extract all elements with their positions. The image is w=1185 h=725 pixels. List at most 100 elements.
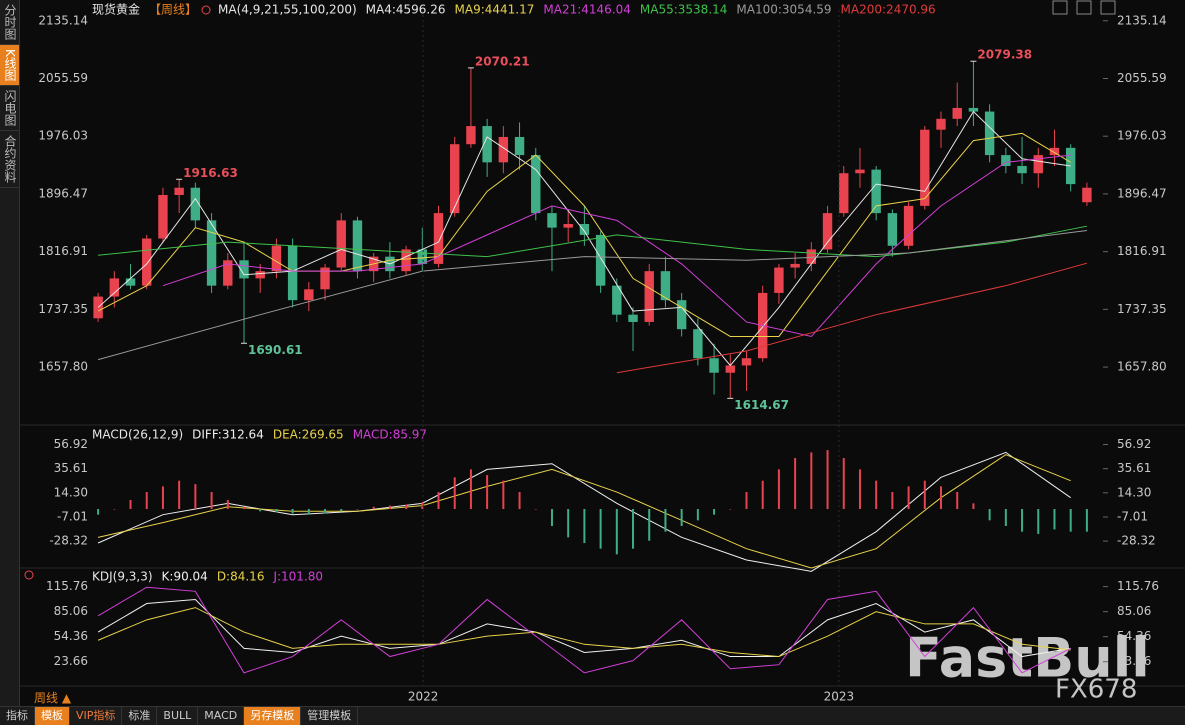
sidebar: 分时图 K线图 闪电图 合约资料 (0, 0, 20, 706)
macd-bar (307, 509, 310, 515)
macd-bar (453, 477, 456, 510)
y-tick-label: 2135.14 (38, 13, 88, 27)
legend-entry: MA55:3538.14 (640, 3, 728, 17)
extreme-label: 2070.21 (475, 54, 530, 68)
sidebar-tab[interactable]: 分时图 (0, 0, 19, 45)
macd-bar (372, 506, 375, 510)
toolbar: 指标 模板 VIP指标 标准 BULL MACD 另存模板 管理模板 (0, 706, 1185, 725)
candle-body (142, 238, 152, 286)
macd-bar (907, 486, 910, 510)
macd-bar (680, 509, 683, 527)
candle-body (887, 213, 898, 246)
window-button[interactable] (1052, 0, 1068, 15)
candle-body (223, 260, 233, 286)
toggle-icon (201, 5, 211, 15)
macd-bar (923, 480, 926, 510)
indicator-line (616, 262, 1088, 374)
y-tick-label: 85.06 (1117, 604, 1151, 618)
legend-entry: MACD:85.97 (353, 428, 427, 442)
candle-body (433, 213, 444, 264)
macd-bar (875, 480, 878, 510)
macd-bar (291, 509, 294, 514)
macd-bar (161, 486, 164, 510)
sidebar-tab[interactable]: 合约资料 (0, 131, 19, 188)
toolbar-tab[interactable]: BULL (157, 707, 199, 725)
macd-bar (842, 458, 845, 510)
macd-bar (388, 505, 391, 510)
sidebar-tab[interactable]: K线图 (0, 45, 19, 86)
legend-entry: D:84.16 (217, 570, 265, 584)
candle-body (287, 245, 298, 301)
candle-body (190, 187, 201, 221)
toolbar-tab[interactable]: MACD (198, 707, 245, 725)
y-tick-label: 1737.35 (1117, 302, 1167, 316)
toolbar-tab[interactable]: 标准 (122, 707, 158, 725)
y-tick-label: 1976.03 (1117, 129, 1167, 143)
candle-body (1033, 155, 1043, 174)
y-tick-label: 54.36 (54, 629, 88, 643)
candle-body (271, 245, 282, 272)
y-tick-label: 1737.35 (38, 302, 88, 316)
candle-body (903, 205, 914, 246)
macd-bar (97, 509, 100, 515)
macd-bar (340, 509, 343, 512)
candle-body (968, 107, 979, 112)
y-tick-label: 1976.03 (38, 129, 88, 143)
candle-body (466, 126, 476, 145)
extreme-label: 1916.63 (183, 166, 238, 180)
candle-body (774, 267, 784, 293)
macd-bar (259, 509, 262, 512)
extreme-label: 2079.38 (977, 48, 1032, 62)
candle-body (547, 213, 557, 228)
macd-bar (1037, 509, 1040, 534)
panel-title: KDJ(9,3,3) (92, 570, 153, 584)
window-button[interactable] (1100, 0, 1116, 15)
legend-entry: DEA:269.65 (273, 428, 344, 442)
macd-bar (940, 486, 943, 510)
macd-bar (129, 499, 132, 510)
indicator-line (97, 586, 1071, 674)
toolbar-tab[interactable]: 另存模板 (244, 707, 302, 725)
x-tick-label: 2022 (408, 690, 439, 704)
y-tick-label: 23.66 (1117, 654, 1151, 668)
macd-bar (421, 502, 424, 510)
candle-body (336, 220, 346, 268)
toolbar-tab[interactable]: VIP指标 (70, 707, 123, 725)
toolbar-tab[interactable]: 指标 (0, 707, 35, 725)
candle-body (579, 224, 590, 235)
candle-body (936, 118, 946, 130)
candle-body (790, 263, 800, 268)
candle-body (125, 278, 136, 286)
indicator-line (97, 607, 1071, 658)
y-tick-label: 35.61 (1117, 461, 1151, 475)
y-tick-label: 115.76 (1117, 579, 1159, 593)
candle-body (206, 220, 217, 286)
y-tick-label: 1657.80 (38, 360, 88, 374)
candle-body (514, 136, 525, 156)
macd-bar (583, 509, 586, 544)
candle-body (482, 126, 492, 163)
window-button[interactable] (1076, 0, 1092, 15)
y-tick-label: -7.01 (1117, 509, 1148, 523)
candle-body (952, 107, 962, 119)
y-tick-label: 14.30 (1117, 485, 1151, 499)
y-tick-label: 23.66 (54, 654, 88, 668)
toolbar-tab[interactable]: 管理模板 (301, 707, 359, 725)
period-selector[interactable]: 周线 ▲ (34, 691, 72, 705)
y-tick-label: 1816.91 (1117, 244, 1167, 258)
indicator-line (162, 154, 1071, 338)
candle-body (660, 271, 671, 301)
settings-icon[interactable] (24, 570, 34, 580)
macd-bar (145, 492, 148, 510)
candle-body (1049, 147, 1060, 156)
candle-body (628, 314, 638, 322)
toolbar-tab[interactable]: 模板 (35, 707, 70, 725)
macd-bar (324, 509, 327, 514)
legend-entry: MA4:4596.26 (366, 3, 446, 17)
macd-bar (777, 469, 780, 510)
macd-bar (729, 509, 732, 510)
candle-body (1017, 165, 1027, 174)
panel-title: MACD(26,12,9) (92, 428, 183, 442)
sidebar-tab[interactable]: 闪电图 (0, 86, 19, 131)
candle-body (855, 169, 865, 174)
